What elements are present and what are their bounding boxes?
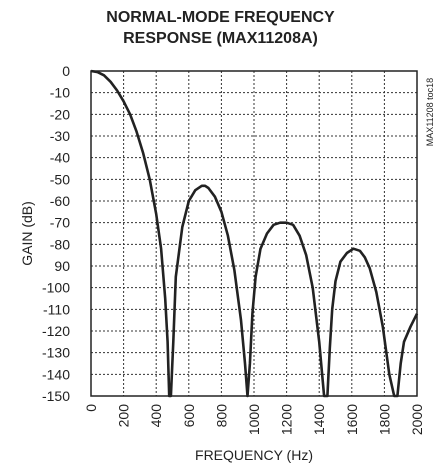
x-tick-label: 1800	[376, 404, 392, 435]
x-tick-label: 0	[83, 404, 99, 412]
x-tick-label: 1000	[246, 404, 262, 435]
y-tick-label: -150	[42, 388, 70, 404]
chart-title-line1: NORMAL-MODE FREQUENCY	[106, 9, 335, 26]
y-tick-label: -130	[42, 345, 70, 361]
y-tick-label: -70	[50, 215, 70, 231]
gain-curve	[90, 69, 419, 398]
x-tick-labels: 0 200 400 600 800 1000 1200 1400 1600 1800 2000	[83, 404, 425, 435]
y-tick-label: -40	[50, 150, 70, 166]
y-tick-label: -10	[50, 85, 70, 101]
y-tick-label: -60	[50, 193, 70, 209]
y-tick-label: -100	[42, 280, 70, 296]
y-axis-label: GAIN (dB)	[19, 201, 35, 266]
x-tick-label: 400	[148, 404, 164, 428]
x-tick-label: 800	[213, 404, 229, 428]
y-tick-label: -50	[50, 171, 70, 187]
x-tick-label: 1400	[311, 404, 327, 435]
plot-frame	[90, 70, 418, 397]
y-tick-label: -20	[50, 106, 70, 122]
x-tick-label: 2000	[409, 404, 425, 435]
y-tick-label: -140	[42, 366, 70, 382]
y-tick-label: 90	[54, 258, 70, 274]
x-tick-label: 1200	[279, 404, 295, 435]
x-tick-label: 1600	[344, 404, 360, 435]
y-tick-label: -110	[43, 301, 70, 317]
chart-title-line2: RESPONSE (MAX11208A)	[123, 30, 318, 47]
y-tick-labels: 0 -10 -20 -30 -40 -50 -60 -70 -80 90 -100 -110 -120 -…	[42, 63, 70, 404]
grid	[91, 71, 417, 396]
x-tick-label: 200	[116, 404, 132, 428]
y-tick-label: -80	[50, 236, 70, 252]
y-tick-label: -120	[42, 323, 70, 339]
y-tick-label: 0	[62, 63, 70, 79]
x-axis-label: FREQUENCY (Hz)	[195, 447, 313, 463]
y-tick-label: -30	[50, 128, 70, 144]
x-tick-label: 600	[181, 404, 197, 428]
figure-id-label: MAX11208 toc18	[425, 78, 435, 146]
